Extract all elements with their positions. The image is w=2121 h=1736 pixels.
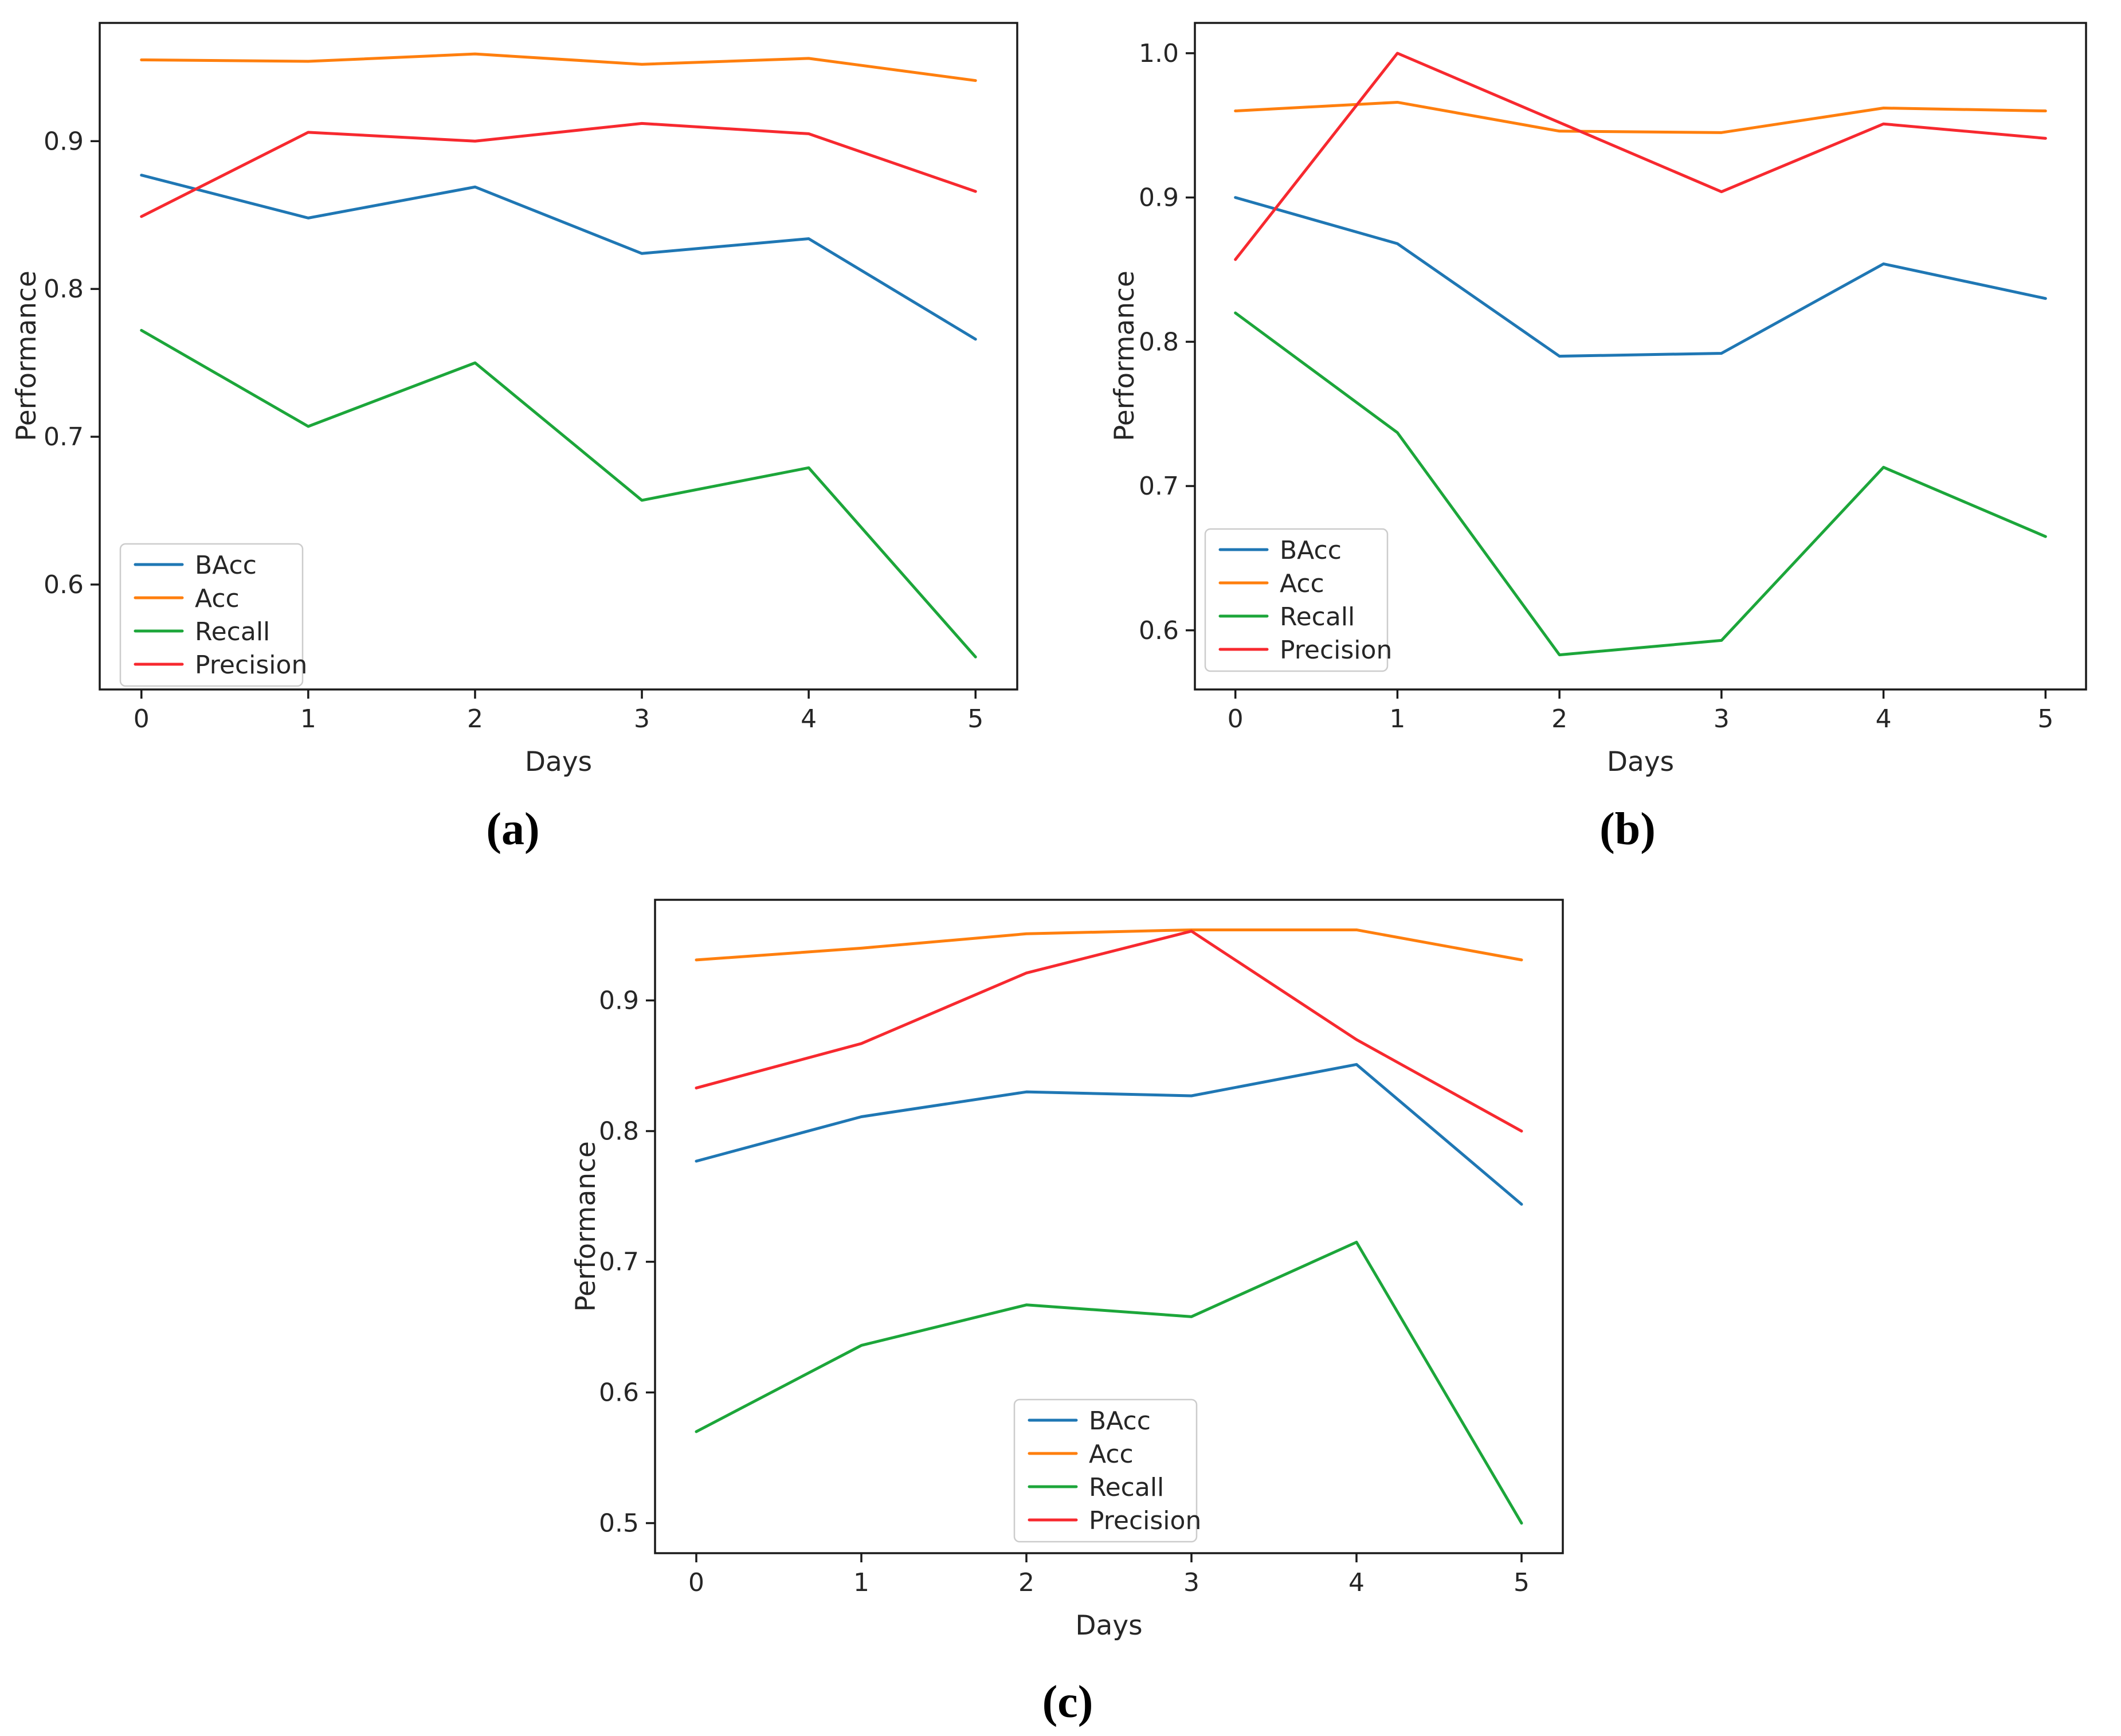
y-tick-label: 0.8 bbox=[599, 1117, 639, 1146]
legend-label-recall: Recall bbox=[195, 617, 270, 646]
x-axis-label: Days bbox=[525, 746, 592, 778]
series-line-acc bbox=[140, 52, 977, 83]
series-line-precision bbox=[140, 122, 977, 218]
chart-c: 0.5 0.6 0.7 0.8 0.9 0 1 2 3 4 5 Days Performance BAcc… bbox=[570, 899, 1564, 1641]
y-tick-label: 1.0 bbox=[1139, 39, 1179, 68]
x-tick-label: 3 bbox=[1183, 1568, 1199, 1597]
x-tick-label: 0 bbox=[1228, 704, 1244, 734]
legend-box bbox=[1204, 528, 1389, 672]
series-line-bacc bbox=[140, 174, 977, 341]
y-tick-label: 0.7 bbox=[1139, 472, 1179, 501]
x-tick-label: 2 bbox=[467, 704, 483, 734]
series-line-acc bbox=[1234, 100, 2047, 134]
y-tick-label: 0.9 bbox=[599, 986, 639, 1016]
y-tick-label: 0.5 bbox=[599, 1509, 639, 1538]
legend-label-acc: Acc bbox=[1280, 569, 1324, 598]
series-line-acc bbox=[695, 928, 1523, 962]
chart-b: 0.6 0.7 0.8 0.9 1.0 0 1 2 3 4 5 Days Performance BAcc… bbox=[1109, 22, 2087, 778]
y-axis-label: Performance bbox=[1109, 271, 1140, 441]
chart-a: 0.6 0.7 0.8 0.9 0 1 2 3 4 5 Days Performance BAcc Acc… bbox=[11, 22, 1018, 778]
x-tick-label: 2 bbox=[1551, 704, 1567, 734]
legend-label-recall: Recall bbox=[1280, 602, 1355, 632]
series-line-recall bbox=[695, 1240, 1523, 1525]
x-tick-label: 3 bbox=[1714, 704, 1730, 734]
y-tick-label: 0.8 bbox=[1139, 327, 1179, 356]
x-tick-label: 3 bbox=[634, 704, 650, 734]
x-tick-label: 1 bbox=[853, 1568, 869, 1597]
x-tick-label: 1 bbox=[300, 704, 316, 734]
legend-label-recall: Recall bbox=[1089, 1473, 1164, 1502]
legend-label-acc: Acc bbox=[195, 584, 240, 613]
series-line-bacc bbox=[1234, 196, 2047, 358]
legend-box bbox=[119, 543, 304, 687]
legend-label-acc: Acc bbox=[1089, 1440, 1134, 1469]
plot-spines bbox=[1194, 22, 2087, 691]
legend-label-precision: Precision bbox=[1089, 1506, 1201, 1535]
x-tick-label: 5 bbox=[967, 704, 983, 734]
x-axis-label: Days bbox=[1607, 746, 1674, 778]
x-tick-label: 2 bbox=[1018, 1568, 1034, 1597]
y-tick-label: 0.6 bbox=[1139, 616, 1179, 645]
series-line-precision bbox=[1234, 52, 2047, 261]
plot-spines bbox=[654, 899, 1564, 1554]
x-tick-label: 5 bbox=[2037, 704, 2053, 734]
plot-spines bbox=[99, 22, 1018, 691]
caption-a: (a) bbox=[486, 804, 540, 855]
y-tick-label: 0.7 bbox=[44, 422, 84, 452]
y-tick-label: 0.9 bbox=[44, 127, 84, 156]
x-tick-label: 1 bbox=[1389, 704, 1405, 734]
series-line-recall bbox=[140, 328, 977, 659]
x-axis-label: Days bbox=[1075, 1610, 1142, 1641]
legend: BAcc Acc Recall Precision bbox=[119, 543, 307, 687]
legend-label-precision: Precision bbox=[1280, 636, 1392, 665]
y-axis-label: Performance bbox=[11, 271, 42, 441]
legend: BAcc Acc Recall Precision bbox=[1013, 1398, 1201, 1543]
x-tick-label: 4 bbox=[801, 704, 817, 734]
legend-box bbox=[1013, 1398, 1198, 1543]
x-tick-label: 4 bbox=[1348, 1568, 1365, 1597]
y-tick-label: 0.6 bbox=[44, 570, 84, 599]
y-tick-label: 0.8 bbox=[44, 275, 84, 304]
caption-b: (b) bbox=[1599, 804, 1656, 855]
legend-label-bacc: BAcc bbox=[195, 551, 257, 580]
legend-label-bacc: BAcc bbox=[1280, 536, 1342, 565]
x-tick-label: 4 bbox=[1876, 704, 1892, 734]
y-axis-label: Performance bbox=[570, 1141, 602, 1312]
x-tick-label: 0 bbox=[688, 1568, 704, 1597]
series-line-recall bbox=[1234, 311, 2047, 657]
x-tick-label: 0 bbox=[134, 704, 150, 734]
legend-label-precision: Precision bbox=[195, 650, 307, 680]
x-tick-label: 5 bbox=[1514, 1568, 1530, 1597]
legend: BAcc Acc Recall Precision bbox=[1204, 528, 1392, 672]
y-tick-label: 0.6 bbox=[599, 1378, 639, 1408]
y-tick-label: 0.7 bbox=[599, 1248, 639, 1277]
series-line-precision bbox=[695, 930, 1523, 1133]
caption-c: (c) bbox=[1042, 1677, 1093, 1727]
legend-label-bacc: BAcc bbox=[1089, 1406, 1151, 1436]
series-line-bacc bbox=[695, 1063, 1523, 1206]
y-tick-label: 0.9 bbox=[1139, 183, 1179, 213]
